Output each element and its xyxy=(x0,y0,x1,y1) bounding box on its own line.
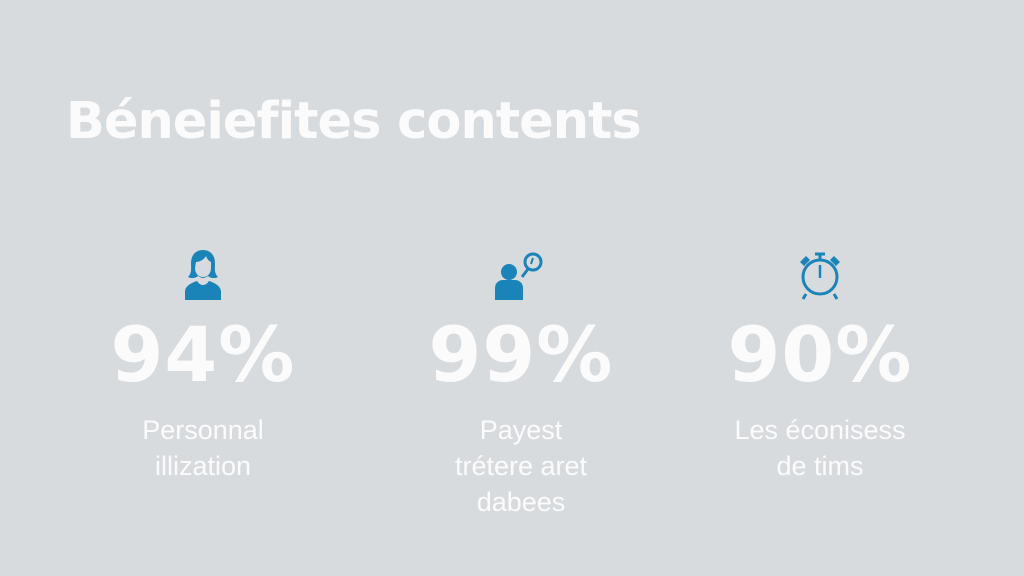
stat-label: Payest trétere aret dabees xyxy=(454,415,588,517)
stat-value: 99% xyxy=(428,310,614,399)
stat-label: Personnal illization xyxy=(142,415,264,481)
stat-value: 94% xyxy=(110,310,296,399)
stat-card-time-savings: 90% Les éconisess de tims xyxy=(670,246,970,484)
stat-label: Les éconisess de tims xyxy=(734,415,906,481)
stat-card-personalization: 94% Personnal illization xyxy=(53,246,353,484)
stat-value: 90% xyxy=(727,310,913,399)
user-search-icon xyxy=(371,246,671,300)
stat-card-payment: 99% Payest trétere aret dabees xyxy=(371,246,671,520)
page-title: Béneiefites contents xyxy=(66,92,642,151)
woman-user-icon xyxy=(53,246,353,300)
alarm-clock-icon xyxy=(670,246,970,300)
